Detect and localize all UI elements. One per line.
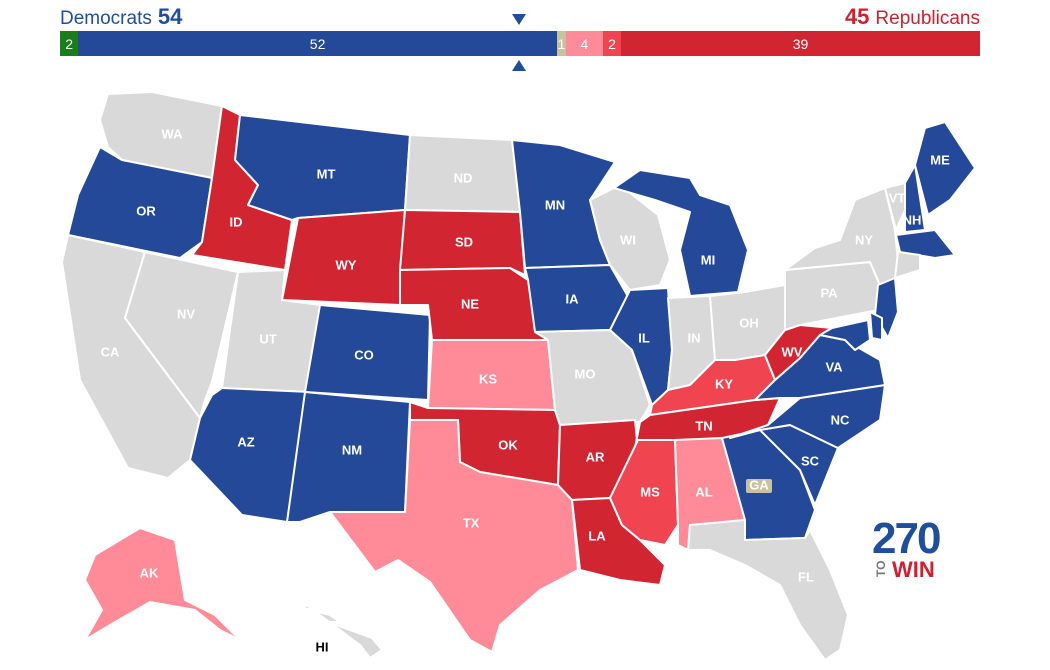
state-label-ak: AK: [140, 565, 159, 580]
seat-balance-bar: 2 52 1 4 2 39: [60, 31, 980, 56]
state-fl[interactable]: [687, 519, 849, 661]
state-wi[interactable]: [589, 184, 671, 291]
state-label-nh: NH: [903, 212, 922, 227]
state-label-ne: NE: [461, 296, 479, 311]
state-label-mi: MI: [701, 252, 715, 267]
logo-win: WIN: [892, 557, 935, 582]
state-label-id: ID: [230, 214, 243, 229]
state-label-sc: SC: [801, 453, 820, 468]
state-label-sd: SD: [455, 234, 473, 249]
state-nc[interactable]: [729, 384, 886, 449]
state-label-nm: NM: [342, 442, 362, 457]
state-label-mn: MN: [545, 197, 565, 212]
state-ma[interactable]: [895, 229, 956, 259]
bar-segment-independent: 2: [60, 31, 79, 56]
state-label-va: VA: [825, 359, 843, 374]
state-label-ms: MS: [640, 484, 660, 499]
state-label-nd: ND: [454, 170, 473, 185]
state-label-il: IL: [638, 330, 650, 345]
state-label-ar: AR: [586, 449, 605, 464]
democrats-label: Democrats: [60, 8, 152, 29]
state-label-ut: UT: [259, 331, 276, 346]
state-label-az: AZ: [237, 434, 254, 449]
state-label-nv: NV: [177, 306, 195, 321]
state-label-wy: WY: [336, 257, 357, 272]
state-label-ia: IA: [566, 291, 580, 306]
logo-number: 270: [872, 514, 941, 563]
state-label-fl: FL: [798, 569, 814, 584]
state-label-me: ME: [930, 152, 950, 167]
ga-special-marker[interactable]: [746, 479, 772, 493]
state-label-oh: OH: [739, 315, 759, 330]
state-label-in: IN: [688, 330, 701, 345]
state-label-wi: WI: [620, 232, 636, 247]
majority-marker-top-icon: [512, 14, 526, 25]
republicans-total: 45: [844, 4, 870, 29]
bar-segment-tossup: 1: [556, 31, 566, 56]
state-label-vt: VT: [889, 190, 906, 205]
state-label-or: OR: [136, 203, 156, 218]
state-nh[interactable]: [904, 164, 926, 233]
state-label-wa: WA: [162, 126, 184, 141]
state-label-pa: PA: [820, 285, 838, 300]
democrats-total: 54: [157, 4, 183, 29]
state-tx[interactable]: [329, 419, 579, 653]
state-or[interactable]: [67, 146, 213, 259]
state-ak[interactable]: [84, 527, 241, 641]
state-label-al: AL: [695, 484, 712, 499]
democrats-header: Democrats 54: [60, 4, 182, 30]
270towin-logo: 270 TO WIN: [872, 517, 952, 587]
state-label-nc: NC: [831, 412, 850, 427]
state-label-ky: KY: [715, 376, 733, 391]
state-hi[interactable]: [299, 599, 383, 659]
state-label-mt: MT: [317, 166, 336, 181]
bar-segment-safe_dem: 52: [78, 31, 557, 56]
state-me[interactable]: [914, 121, 976, 216]
ga-special-label: GA: [749, 477, 769, 492]
bar-segment-likely_rep: 2: [602, 31, 622, 56]
state-mi[interactable]: [613, 169, 749, 297]
bar-segment-lean_rep: 4: [565, 31, 603, 56]
state-md[interactable]: [819, 319, 871, 351]
state-de[interactable]: [869, 311, 883, 341]
republicans-label: Republicans: [875, 8, 980, 29]
state-label-tx: TX: [463, 515, 480, 530]
state-labels: WA OR CA ID NV UT AZ MT WY CO NM ND SD NE KS OK TX MN IA MO…: [101, 126, 950, 654]
state-label-mo: MO: [575, 366, 596, 381]
state-label-co: CO: [354, 347, 374, 362]
state-label-ny: NY: [855, 232, 873, 247]
bar-segment-safe_rep: 39: [621, 31, 980, 56]
state-label-hi: HI: [316, 639, 329, 654]
state-sd[interactable]: [399, 209, 526, 276]
state-ct[interactable]: [894, 251, 921, 279]
state-label-la: LA: [588, 528, 606, 543]
logo-to: TO: [874, 560, 888, 577]
state-label-ca: CA: [101, 344, 120, 359]
state-label-wv: WV: [782, 344, 803, 359]
republicans-header: 45 Republicans: [845, 4, 980, 30]
state-label-ok: OK: [498, 437, 518, 452]
state-label-tn: TN: [695, 418, 712, 433]
state-label-ks: KS: [479, 371, 497, 386]
majority-marker-bottom-icon: [512, 60, 526, 71]
